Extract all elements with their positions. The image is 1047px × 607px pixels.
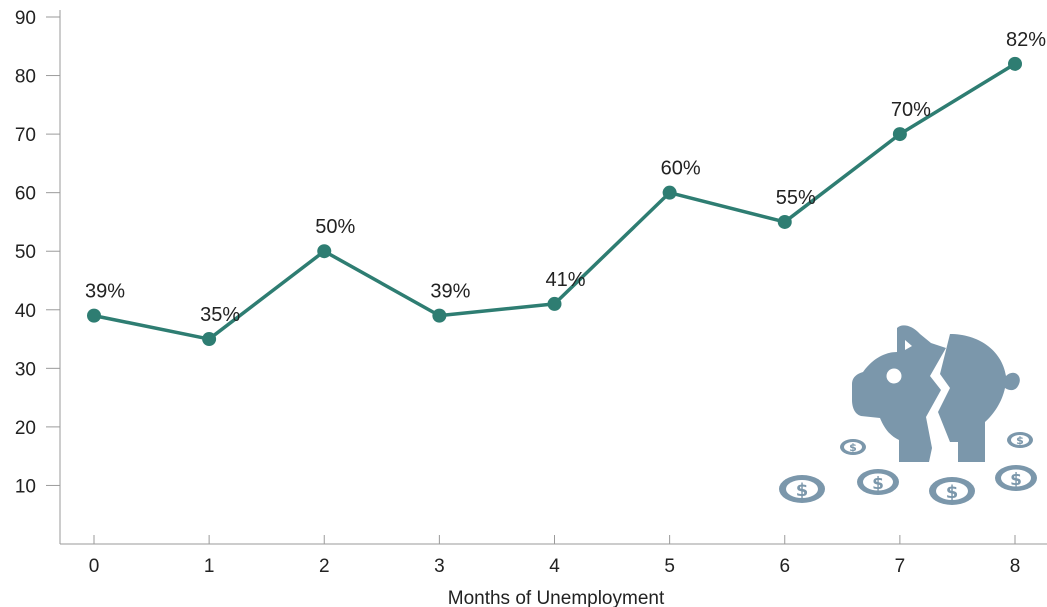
y-tick-label: 90 [15, 8, 36, 29]
data-label: 41% [545, 269, 585, 291]
coin-icon: $ [857, 469, 899, 495]
y-ticks: 10 20 30 40 50 60 70 80 90 [15, 8, 60, 497]
coin-icon: $ [1007, 432, 1033, 448]
data-point [1008, 56, 1022, 71]
x-tick-label: 4 [549, 556, 560, 577]
data-point [662, 185, 677, 200]
svg-text:$: $ [796, 480, 809, 501]
coin-icon: $ [929, 477, 975, 505]
data-label: 55% [776, 187, 816, 209]
y-tick-label: 30 [15, 359, 36, 380]
x-tick-label: 3 [434, 556, 445, 577]
svg-text:$: $ [872, 474, 884, 494]
y-tick-label: 20 [15, 418, 36, 439]
data-point [432, 308, 447, 323]
coin-icon: $ [995, 465, 1037, 491]
data-label: 50% [315, 216, 355, 238]
piggy-bank-icon [852, 325, 1020, 462]
data-labels: 39% 35% 50% 39% 41% 60% 55% 70% 82% [85, 29, 1046, 326]
x-tick-label: 7 [895, 556, 906, 577]
data-point [87, 308, 101, 323]
coin-icon: $ [840, 439, 866, 455]
data-point [202, 332, 217, 347]
piggy-ear [905, 340, 912, 350]
data-label: 82% [1006, 29, 1046, 51]
data-point [892, 127, 907, 142]
data-point [317, 244, 332, 259]
x-tick-label: 5 [664, 556, 675, 577]
y-tick-label: 80 [15, 67, 36, 88]
data-label: 60% [661, 158, 701, 180]
data-point [547, 296, 562, 311]
y-tick-label: 70 [15, 125, 36, 146]
data-label: 70% [891, 99, 931, 121]
y-tick-label: 50 [15, 242, 36, 263]
svg-text:$: $ [946, 482, 959, 503]
svg-text:$: $ [1010, 470, 1022, 490]
x-ticks: 0 1 2 3 4 5 6 7 8 [89, 535, 1021, 577]
y-tick-label: 60 [15, 184, 36, 205]
data-point [777, 214, 792, 229]
axes [59, 10, 1047, 545]
coin-icon: $ [779, 475, 825, 503]
data-label: 39% [85, 281, 125, 303]
y-tick-label: 10 [15, 476, 36, 497]
x-tick-label: 2 [319, 556, 330, 577]
y-tick-label: 40 [15, 301, 36, 322]
piggy-left-half [852, 325, 946, 462]
x-tick-label: 1 [204, 556, 215, 577]
data-label: 35% [200, 304, 240, 326]
svg-text:$: $ [1016, 434, 1024, 447]
x-tick-label: 8 [1010, 556, 1021, 577]
x-axis-title: Months of Unemployment [448, 588, 665, 607]
series-group [87, 56, 1022, 347]
data-label: 39% [430, 281, 470, 303]
broken-piggy-bank-icon: $ $ $ $ $ [779, 325, 1037, 505]
x-tick-label: 6 [779, 556, 790, 577]
piggy-right-half [938, 334, 1020, 462]
svg-text:$: $ [849, 441, 857, 454]
piggy-eye [886, 368, 902, 384]
x-tick-label: 0 [89, 556, 100, 577]
